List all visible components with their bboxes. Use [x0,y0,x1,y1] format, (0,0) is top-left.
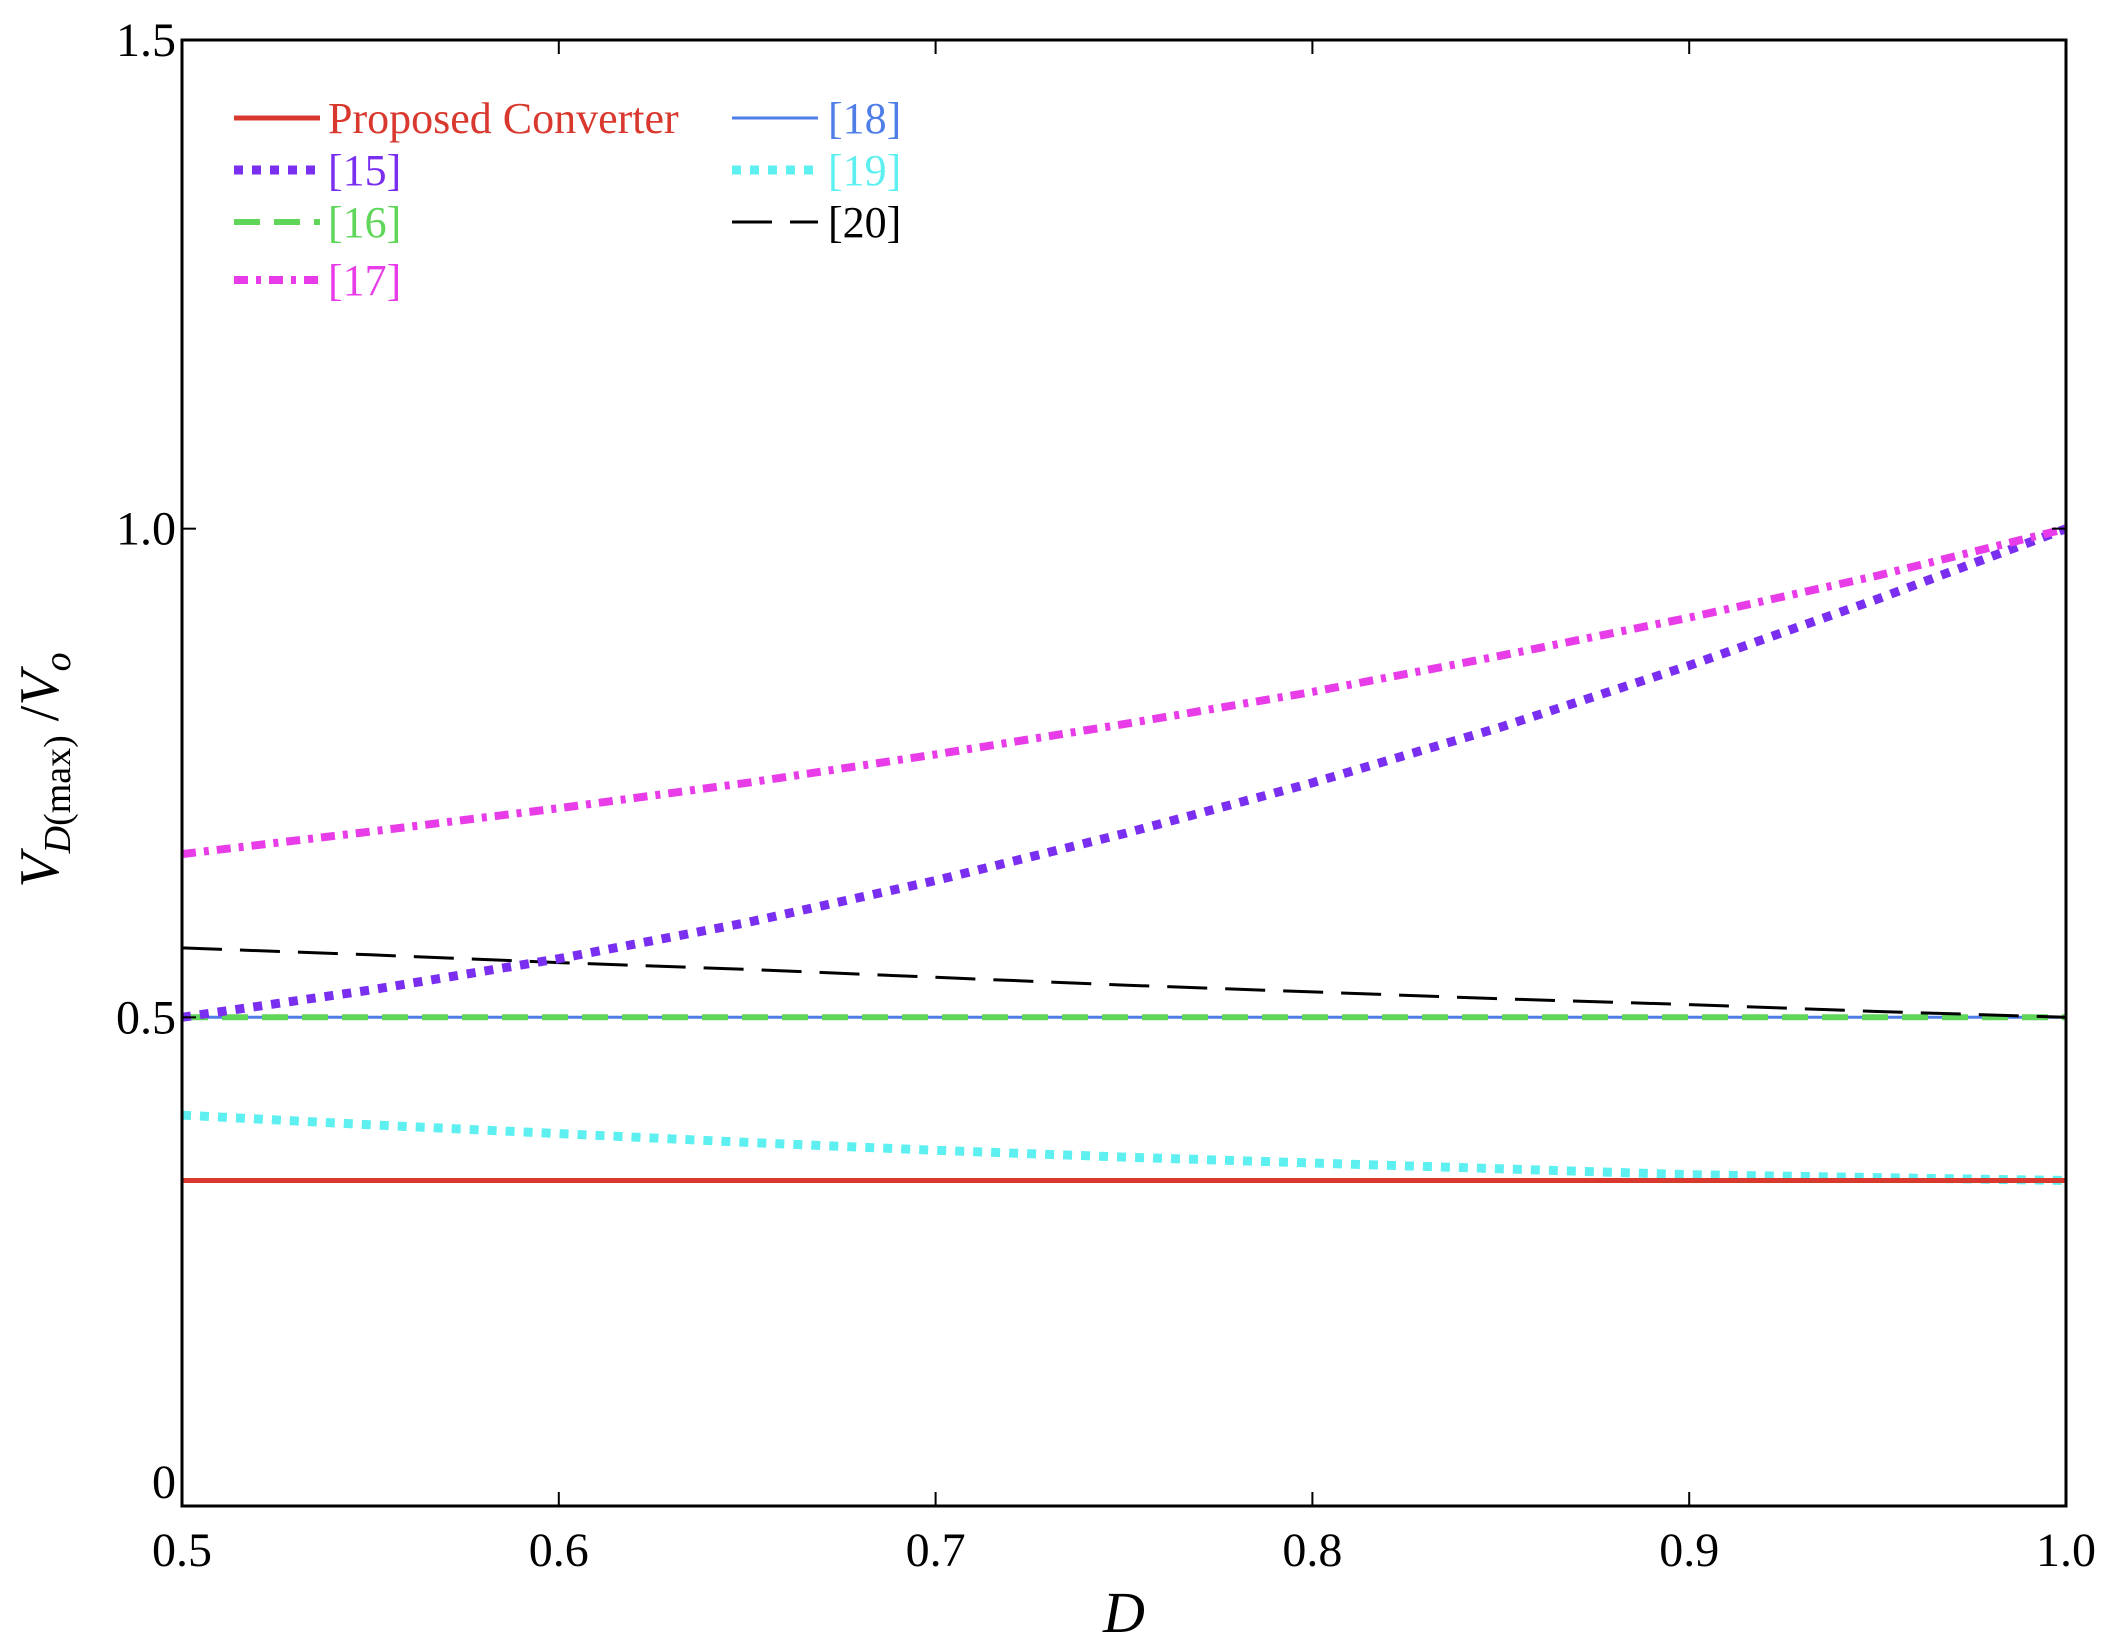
legend-label: [16] [328,198,401,247]
y-axis: 0 0.5 1.0 1.5 [116,14,2066,1509]
x-tick-label: 1.0 [2036,1524,2096,1577]
plot-frame [180,38,2068,1508]
legend-label: Proposed Converter [328,94,679,143]
series-line [181,1110,2067,1185]
legend-label: [19] [828,146,901,195]
x-tick-label: 0.5 [152,1524,212,1577]
legend-label: [18] [828,94,901,143]
x-tick-label: 0.7 [906,1524,966,1577]
x-axis-title: D [1102,1580,1145,1645]
y-axis-title-separator: / [9,705,71,735]
y-axis-title-tail: V [9,666,71,706]
legend-label: [15] [328,146,401,195]
y-tick-label: 0 [152,1456,176,1509]
y-axis-title-tail-sub: o [37,652,79,671]
series-line [181,524,2068,1022]
series-line [181,946,2067,1019]
y-axis-title-sub-italic: D [37,826,79,854]
x-tick-label: 0.9 [1659,1524,1719,1577]
legend-label: [20] [828,198,901,247]
y-axis-title: VD(max) /Vo [9,652,79,887]
y-axis-title-main: V [9,848,71,888]
legend-label: [17] [328,256,401,305]
y-tick-label: 0.5 [116,991,176,1044]
x-tick-label: 0.8 [1282,1524,1342,1577]
legend: Proposed Converter[15][16] [17] [18][19][2… [234,94,901,305]
series-line [181,524,2067,859]
y-tick-label: 1.0 [116,503,176,556]
y-tick-label: 1.5 [116,14,176,67]
series-lines [181,524,2068,1185]
x-axis: 0.5 0.6 0.7 0.8 0.9 1.0 [152,40,2096,1577]
y-axis-title-sub-plain: (max) [37,735,79,826]
x-tick-label: 0.6 [529,1524,589,1577]
